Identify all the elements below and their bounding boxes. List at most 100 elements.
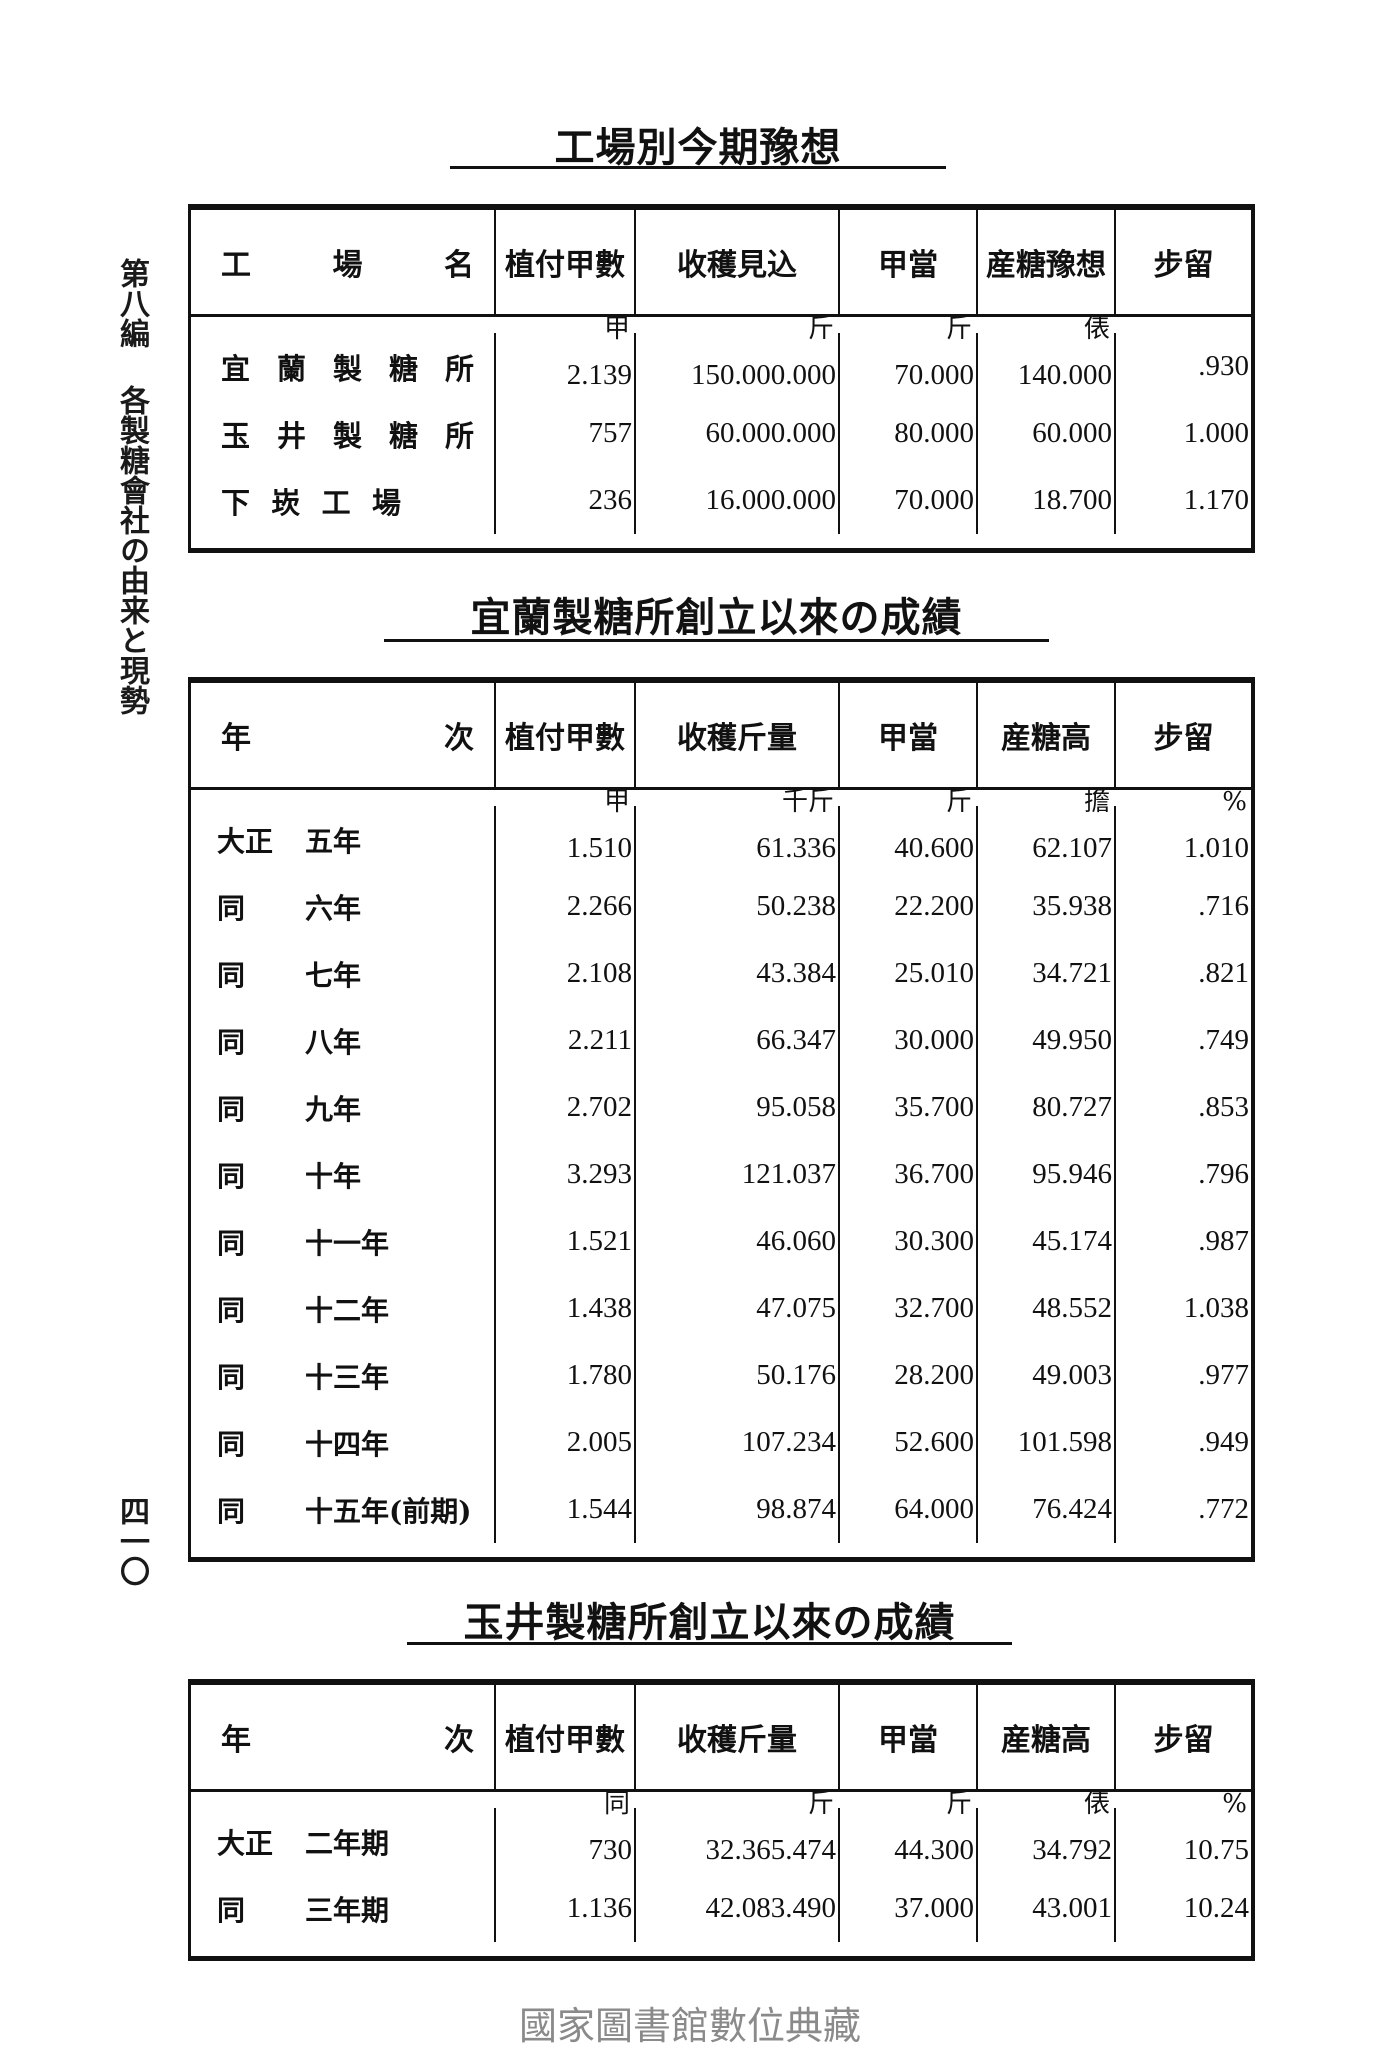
table-row: 同 十四年 2.005 107.234 52.600 101.598 .949	[191, 1409, 1251, 1476]
cell-value: 34.721	[1032, 957, 1112, 989]
table-row: 同 三年期 1.136 42.083.490 37.000 43.001 10.24	[191, 1875, 1251, 1942]
table-row: 同 十一年 1.521 46.060 30.300 45.174 .987	[191, 1208, 1251, 1275]
era-label: 同	[217, 1092, 246, 1126]
table-bottom-rule	[191, 548, 1251, 553]
factory-name: 下崁工場	[221, 485, 423, 520]
cell-value: 2.266	[566, 890, 632, 922]
cell-value: 70.000	[894, 484, 974, 516]
era-label: 同	[217, 958, 246, 992]
value-cell: 1.521	[496, 1208, 636, 1275]
cell-value: 1.780	[566, 1359, 632, 1391]
column-header-text: 年次	[221, 721, 474, 756]
value-cell: 甲 1.510	[496, 788, 636, 873]
table-top-rule	[191, 1679, 1251, 1685]
year-label: 八年	[305, 1025, 362, 1059]
cell-value: 42.083.490	[705, 1892, 837, 1924]
value-cell: 1.544	[496, 1476, 636, 1543]
value-cell: 2.108	[496, 940, 636, 1007]
year-label: 十一年	[305, 1226, 390, 1260]
value-cell: 49.003	[978, 1342, 1116, 1409]
cell-value: 80.727	[1032, 1091, 1112, 1123]
value-cell: 95.058	[636, 1074, 840, 1141]
table-row: 玉井製糖所 757 60.000.000 80.000 60.000 1.000	[191, 400, 1251, 467]
cell-value: 1.136	[566, 1892, 632, 1924]
column-header: 甲當	[840, 683, 978, 787]
cell-value: 25.010	[894, 957, 974, 989]
cell-value: 10.24	[1183, 1892, 1249, 1924]
value-cell: 斤 44.300	[840, 1790, 978, 1875]
unit-label: 斤	[945, 787, 972, 817]
cell-value: 45.174	[1032, 1225, 1112, 1257]
value-cell: .930	[1116, 333, 1251, 400]
page-number: 四一〇	[114, 1496, 149, 1586]
cell-value: 35.700	[894, 1091, 974, 1123]
cell-value: 62.107	[1032, 832, 1112, 864]
era-label: 同	[217, 1226, 246, 1260]
value-cell: .853	[1116, 1074, 1251, 1141]
value-cell: 30.300	[840, 1208, 978, 1275]
table-top-rule	[191, 677, 1251, 683]
table-title: 工場別今期豫想	[554, 124, 842, 171]
cell-value: .949	[1198, 1426, 1249, 1458]
column-header: 工場名	[191, 210, 496, 314]
column-header: 植付甲數	[496, 1685, 636, 1789]
value-cell: 1.136	[496, 1875, 636, 1942]
cell-value: 101.598	[1017, 1426, 1112, 1458]
cell-value: 32.700	[894, 1292, 974, 1324]
unit-label: 斤	[945, 314, 972, 344]
factory-name-cell: 下崁工場	[191, 467, 496, 534]
value-cell: 俵 34.792	[978, 1790, 1116, 1875]
value-cell: 3.293	[496, 1141, 636, 1208]
cell-value: 1.170	[1183, 484, 1249, 516]
year-cell: 同 十一年	[191, 1208, 496, 1275]
year-label: 十二年	[305, 1293, 390, 1327]
cell-value: 3.293	[566, 1158, 632, 1190]
unit-label: 斤	[807, 1789, 834, 1819]
cell-value: 1.521	[566, 1225, 632, 1257]
cell-value: 18.700	[1032, 484, 1112, 516]
value-cell: 107.234	[636, 1409, 840, 1476]
value-cell: 46.060	[636, 1208, 840, 1275]
value-cell: 48.552	[978, 1275, 1116, 1342]
value-cell: 斤 32.365.474	[636, 1790, 840, 1875]
table-row: 同 十年 3.293 121.037 36.700 95.946 .796	[191, 1141, 1251, 1208]
value-cell: 49.950	[978, 1007, 1116, 1074]
value-cell: 擔 62.107	[978, 788, 1116, 873]
value-cell: 34.721	[978, 940, 1116, 1007]
value-cell: 42.083.490	[636, 1875, 840, 1942]
table-row: 同 八年 2.211 66.347 30.000 49.950 .749	[191, 1007, 1251, 1074]
value-cell: 10.24	[1116, 1875, 1251, 1942]
unit-label: 俵	[1083, 1789, 1110, 1819]
value-cell: 121.037	[636, 1141, 840, 1208]
footer-watermark: 國家圖書館數位典藏	[518, 2004, 861, 2048]
era-label: 同	[217, 891, 246, 925]
cell-value: .749	[1198, 1024, 1249, 1056]
cell-value: .977	[1198, 1359, 1249, 1391]
cell-value: .987	[1198, 1225, 1249, 1257]
value-cell: 70.000	[840, 467, 978, 534]
cell-value: 66.347	[756, 1024, 836, 1056]
year-label: 十五年(前期)	[305, 1494, 472, 1528]
year-cell: 同 十二年	[191, 1275, 496, 1342]
cell-value: .853	[1198, 1091, 1249, 1123]
cell-value: 10.75	[1183, 1834, 1249, 1866]
value-cell: 1.000	[1116, 400, 1251, 467]
table-body: 宜蘭製糖所 甲 2.139 斤 150.000.000 斤 70.000 俵 140.000 .9…	[191, 315, 1251, 548]
era-label: 同	[217, 1893, 246, 1927]
year-label: 十年	[305, 1159, 362, 1193]
value-cell: .796	[1116, 1141, 1251, 1208]
value-cell: 2.005	[496, 1409, 636, 1476]
era-label: 同	[217, 1427, 246, 1461]
factory-name: 玉井製糖所	[221, 418, 496, 453]
year-label: 六年	[305, 891, 362, 925]
value-cell: 28.200	[840, 1342, 978, 1409]
column-header: 植付甲數	[496, 210, 636, 314]
column-header: 産糖高	[978, 1685, 1116, 1789]
table-row: 大正 二年期 同 730 斤 32.365.474 斤 44.300 俵 34.792% 10.75	[191, 1790, 1251, 1875]
cell-value: 49.950	[1032, 1024, 1112, 1056]
value-cell: 101.598	[978, 1409, 1116, 1476]
table-row: 宜蘭製糖所 甲 2.139 斤 150.000.000 斤 70.000 俵 140.000 .9…	[191, 315, 1251, 400]
value-cell: 43.001	[978, 1875, 1116, 1942]
cell-value: 16.000.000	[705, 484, 837, 516]
table-row: 同 十五年(前期) 1.544 98.874 64.000 76.424 .772	[191, 1476, 1251, 1543]
